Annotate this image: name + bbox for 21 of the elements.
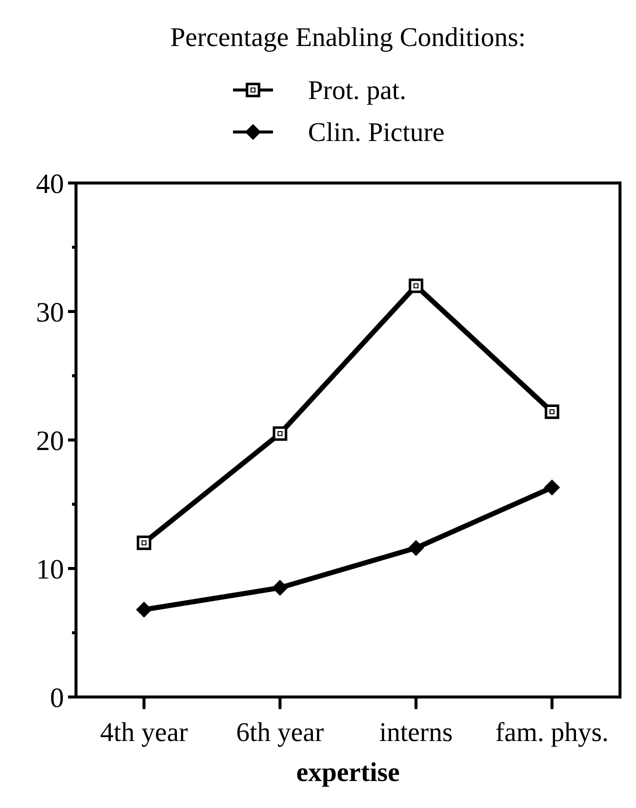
y-tick-label: 0 <box>50 682 64 714</box>
x-tick-label: fam. phys. <box>495 717 609 747</box>
point <box>544 480 560 496</box>
point <box>408 540 424 556</box>
y-tick-label: 30 <box>36 297 64 328</box>
point <box>272 426 288 441</box>
point <box>544 404 560 419</box>
x-tick-label: 4th year <box>100 717 188 747</box>
legend-label: Prot. pat. <box>308 75 406 105</box>
legend-label: Clin. Picture <box>308 117 445 147</box>
legend-title: Percentage Enabling Conditions: <box>170 22 526 52</box>
point <box>272 580 288 596</box>
x-tick-label: interns <box>379 717 453 747</box>
point <box>408 278 424 294</box>
x-axis-title: expertise <box>296 757 400 787</box>
point <box>136 602 152 618</box>
x-tick-label: 6th year <box>236 717 324 747</box>
y-tick-label: 20 <box>36 426 64 457</box>
point <box>136 536 152 550</box>
y-tick-label: 10 <box>36 554 64 586</box>
y-tick-label: 40 <box>36 168 64 200</box>
